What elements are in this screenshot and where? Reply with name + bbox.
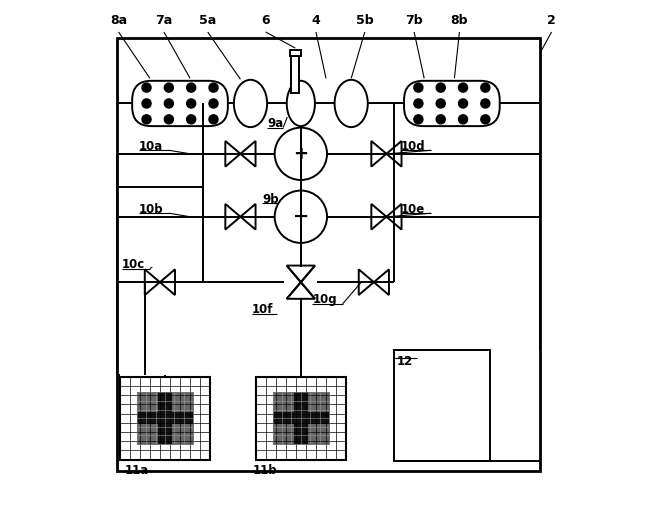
Text: 10d: 10d bbox=[400, 140, 425, 153]
Polygon shape bbox=[225, 204, 241, 230]
Polygon shape bbox=[145, 269, 160, 295]
Polygon shape bbox=[386, 204, 402, 230]
Circle shape bbox=[414, 83, 423, 92]
Circle shape bbox=[436, 99, 445, 108]
Circle shape bbox=[459, 115, 468, 124]
Text: 7a: 7a bbox=[155, 14, 173, 27]
Circle shape bbox=[209, 115, 218, 124]
Circle shape bbox=[164, 83, 173, 92]
Bar bbox=[117, 38, 540, 471]
Text: 8b: 8b bbox=[451, 14, 468, 27]
Text: 5b: 5b bbox=[356, 14, 373, 27]
Text: −: − bbox=[292, 207, 309, 226]
FancyBboxPatch shape bbox=[404, 81, 499, 126]
Bar bbox=[137, 412, 193, 425]
Circle shape bbox=[414, 99, 423, 108]
Polygon shape bbox=[386, 141, 402, 166]
Bar bbox=[137, 392, 193, 444]
Polygon shape bbox=[287, 282, 315, 299]
Bar bbox=[273, 412, 329, 425]
Circle shape bbox=[142, 115, 151, 124]
Text: 11b: 11b bbox=[253, 464, 278, 477]
Ellipse shape bbox=[287, 81, 315, 126]
Circle shape bbox=[481, 115, 490, 124]
Bar bbox=[290, 49, 301, 55]
Text: 10f: 10f bbox=[252, 303, 274, 317]
Circle shape bbox=[142, 83, 151, 92]
Polygon shape bbox=[160, 269, 175, 295]
Circle shape bbox=[275, 128, 327, 180]
Circle shape bbox=[414, 115, 423, 124]
Polygon shape bbox=[225, 141, 241, 166]
Polygon shape bbox=[371, 204, 386, 230]
Bar bbox=[120, 377, 210, 460]
Bar bbox=[256, 377, 346, 460]
Polygon shape bbox=[371, 141, 386, 166]
Circle shape bbox=[275, 190, 327, 243]
Text: 4: 4 bbox=[312, 14, 320, 27]
Polygon shape bbox=[241, 141, 256, 166]
Ellipse shape bbox=[334, 80, 367, 127]
Circle shape bbox=[209, 83, 218, 92]
Polygon shape bbox=[287, 266, 315, 282]
Text: 11a: 11a bbox=[125, 464, 149, 477]
Polygon shape bbox=[374, 269, 389, 295]
Bar bbox=[273, 392, 329, 444]
Text: 12: 12 bbox=[397, 355, 413, 368]
Polygon shape bbox=[241, 204, 256, 230]
Text: 5a: 5a bbox=[199, 14, 216, 27]
Circle shape bbox=[186, 99, 195, 108]
Bar bbox=[394, 350, 490, 461]
Text: 9b: 9b bbox=[262, 192, 279, 206]
Bar bbox=[294, 392, 307, 444]
Text: 10a: 10a bbox=[138, 140, 163, 153]
Circle shape bbox=[459, 99, 468, 108]
Circle shape bbox=[186, 115, 195, 124]
Circle shape bbox=[436, 83, 445, 92]
Text: 10c: 10c bbox=[122, 258, 146, 271]
Circle shape bbox=[436, 115, 445, 124]
Circle shape bbox=[481, 99, 490, 108]
Text: 6: 6 bbox=[261, 14, 270, 27]
Polygon shape bbox=[358, 269, 374, 295]
Circle shape bbox=[164, 99, 173, 108]
Circle shape bbox=[164, 115, 173, 124]
Bar bbox=[291, 55, 300, 93]
Text: 8a: 8a bbox=[110, 14, 127, 27]
Text: 7b: 7b bbox=[405, 14, 423, 27]
Circle shape bbox=[481, 83, 490, 92]
Text: 9a: 9a bbox=[267, 117, 283, 130]
Text: +: + bbox=[293, 145, 309, 163]
Ellipse shape bbox=[234, 80, 267, 127]
Text: 10e: 10e bbox=[400, 203, 425, 216]
Circle shape bbox=[142, 99, 151, 108]
Circle shape bbox=[209, 99, 218, 108]
Text: 10b: 10b bbox=[138, 203, 163, 216]
Circle shape bbox=[459, 83, 468, 92]
FancyBboxPatch shape bbox=[132, 81, 228, 126]
Text: 10g: 10g bbox=[313, 293, 337, 306]
Circle shape bbox=[186, 83, 195, 92]
Bar bbox=[158, 392, 171, 444]
Text: 2: 2 bbox=[547, 14, 556, 27]
